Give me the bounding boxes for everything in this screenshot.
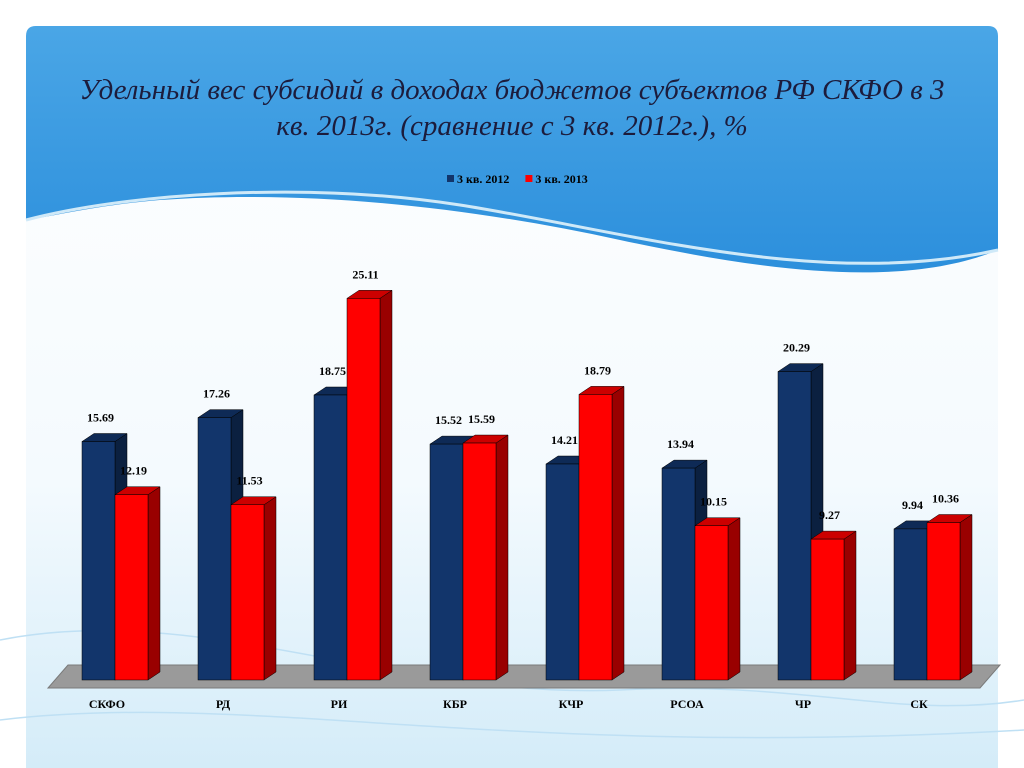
value-label: 18.79 [584,363,611,377]
value-label: 15.52 [435,413,462,427]
bar [230,504,265,681]
x-tick-label: КЧР [559,697,584,711]
bar [545,463,580,681]
header-wave [26,26,998,273]
x-tick-label: РД [216,697,231,711]
value-label: 9.27 [819,508,840,522]
bar-side [727,517,741,681]
bar-side [843,530,857,681]
value-label: 13.94 [667,437,694,451]
x-tick-label: КБР [443,697,467,711]
value-label: 20.29 [783,341,810,355]
value-label: 15.59 [468,412,495,426]
bar [578,394,613,681]
value-label: 14.21 [551,433,578,447]
x-tick-label: СКФО [89,697,125,711]
legend-swatch [525,175,533,182]
bar-side [959,514,973,681]
wave-line [0,629,1024,707]
bar [197,417,232,681]
bar [777,371,812,681]
bar [694,525,729,681]
wave-line [0,711,1024,739]
value-label: 9.94 [902,498,923,512]
chart-title: Удельный вес субсидий в доходах бюджетов… [79,74,945,142]
bar-side [379,289,393,681]
bar [81,441,116,681]
value-label: 25.11 [352,267,378,281]
wave-line [25,190,999,265]
x-tick-label: РИ [331,697,348,711]
bar [893,528,928,681]
floor [46,664,1002,689]
bar-side [147,486,161,681]
value-label: 17.26 [203,387,230,401]
legend-label: 3 кв. 2012 [457,172,509,186]
bar [462,442,497,681]
bar [926,522,961,681]
bar-side [263,496,277,681]
value-label: 10.15 [700,495,727,509]
bar-side [495,434,509,681]
bar [661,467,696,681]
bar [346,298,381,681]
value-label: 18.75 [319,364,346,378]
value-label: 15.69 [87,411,114,425]
value-label: 11.53 [236,474,262,488]
plot: 3 кв. 2012 3 кв. 2013 СКФО 15.69 12.19 РД 17.2… [81,172,973,711]
bar [313,394,348,681]
bar [114,494,149,681]
value-label: 12.19 [120,464,147,478]
legend-label: 3 кв. 2013 [535,172,587,186]
x-tick-label: СК [910,697,928,711]
value-label: 10.36 [932,492,959,506]
bar [810,538,845,681]
x-tick-label: ЧР [795,697,811,711]
legend-swatch [447,175,454,182]
bar-side [611,385,625,681]
x-tick-label: РСОА [670,697,704,711]
bar [429,443,464,681]
